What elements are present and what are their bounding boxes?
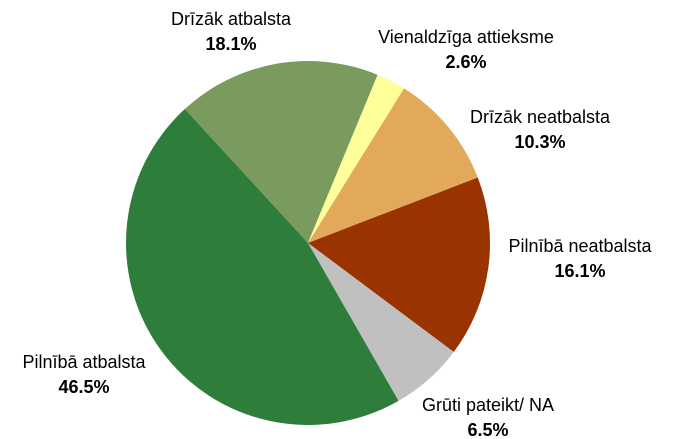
slice-label: Pilnībā neatbalsta: [508, 236, 652, 256]
value-label: 16.1%: [554, 261, 605, 281]
pie-slice: [184, 60, 378, 244]
pie-slice: [308, 243, 454, 401]
pie-slice: [308, 88, 478, 243]
value-label: 2.6%: [445, 52, 486, 72]
pie-slice: [308, 177, 490, 352]
slice-label: Grūti pateikt/ NA: [422, 395, 554, 415]
value-label: 10.3%: [514, 132, 565, 152]
pie-slice: [125, 109, 399, 426]
slice-label: Drīzāk atbalsta: [171, 9, 292, 29]
pie-slice: [308, 74, 405, 243]
slice-label: Pilnībā atbalsta: [22, 352, 146, 372]
value-label: 6.5%: [467, 420, 508, 439]
slice-label: Vienaldzīga attieksme: [378, 27, 554, 47]
value-label: 46.5%: [58, 377, 109, 397]
value-label: 18.1%: [205, 34, 256, 54]
slice-label: Drīzāk neatbalsta: [470, 107, 611, 127]
